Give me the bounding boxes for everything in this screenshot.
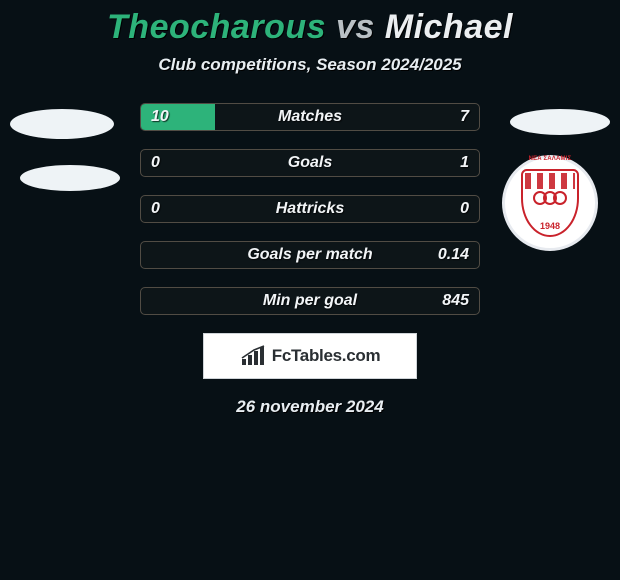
player2-name: Michael — [385, 8, 513, 46]
stats-section: NEA ΣΑΛΑΜIΣ 1948 10Matches70Goals10Hattr… — [0, 103, 620, 315]
branding-box[interactable]: FcTables.com — [203, 333, 417, 379]
comparison-card: Theocharous vs Michael Club competitions… — [0, 0, 620, 417]
stat-value-right: 0 — [460, 196, 469, 222]
branding-suffix: .com — [342, 346, 380, 365]
stat-value-right: 1 — [460, 150, 469, 176]
player2-club-badge: NEA ΣΑΛΑΜIΣ 1948 — [502, 155, 598, 251]
stat-row: Goals per match0.14 — [140, 241, 480, 269]
vs-label: vs — [336, 8, 375, 46]
branding-label: FcTables — [272, 346, 342, 365]
player1-photo-placeholder — [10, 109, 114, 139]
stat-label: Min per goal — [141, 288, 479, 314]
stat-row: Min per goal845 — [140, 287, 480, 315]
badge-year: 1948 — [523, 221, 577, 231]
stat-value-right: 0.14 — [438, 242, 469, 268]
stat-value-right: 7 — [460, 104, 469, 130]
bar-chart-icon — [240, 345, 266, 367]
stat-label: Goals — [141, 150, 479, 176]
player2-photo-placeholder — [510, 109, 610, 135]
badge-arc-text: NEA ΣΑΛΑΜIΣ — [505, 156, 595, 162]
stat-row: 0Hattricks0 — [140, 195, 480, 223]
stat-label: Hattricks — [141, 196, 479, 222]
stat-label: Goals per match — [141, 242, 479, 268]
branding-text: FcTables.com — [272, 346, 381, 366]
stat-value-right: 845 — [442, 288, 469, 314]
subtitle: Club competitions, Season 2024/2025 — [0, 55, 620, 75]
stat-row: 0Goals1 — [140, 149, 480, 177]
stat-row: 10Matches7 — [140, 103, 480, 131]
page-title: Theocharous vs Michael — [0, 8, 620, 47]
stat-label: Matches — [141, 104, 479, 130]
player1-club-placeholder — [20, 165, 120, 191]
date-label: 26 november 2024 — [0, 397, 620, 417]
badge-shield: 1948 — [521, 169, 579, 237]
stat-rows: 10Matches70Goals10Hattricks0Goals per ma… — [140, 103, 480, 315]
badge-rings-icon — [523, 191, 577, 205]
player1-name: Theocharous — [107, 8, 326, 46]
